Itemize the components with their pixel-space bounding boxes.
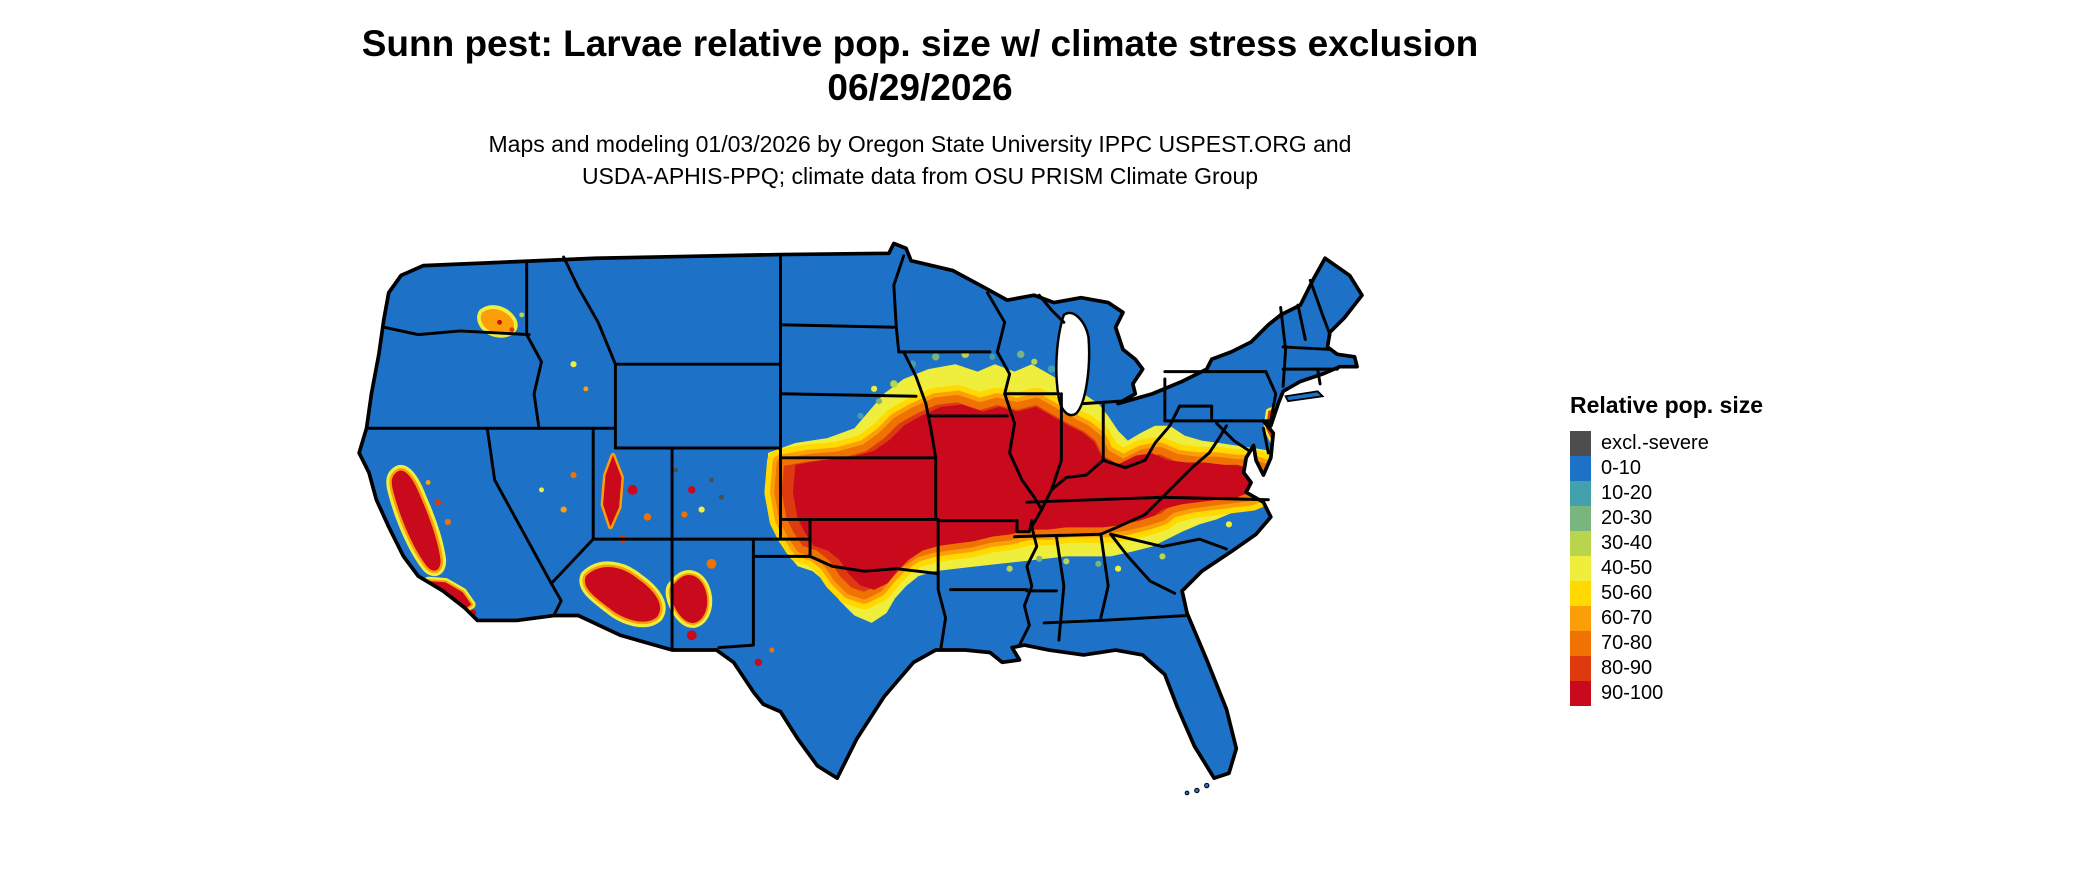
hotspot-washington bbox=[477, 305, 525, 338]
legend-label: 50-60 bbox=[1601, 582, 1653, 604]
legend-label: 30-40 bbox=[1601, 532, 1653, 554]
legend-swatch bbox=[1570, 456, 1591, 481]
legend-row: 40-50 bbox=[1570, 556, 1810, 581]
legend-label: 90-100 bbox=[1601, 682, 1664, 704]
legend-swatch bbox=[1570, 431, 1591, 456]
header: Sunn pest: Larvae relative pop. size w/ … bbox=[0, 22, 1840, 110]
hotspot-central-valley bbox=[386, 465, 451, 577]
legend-entries: excl.-severe 0-10 10-20 20-30 30-40 40-50 50-6… bbox=[1570, 431, 1810, 706]
legend-swatch bbox=[1570, 656, 1591, 681]
legend-label: 80-90 bbox=[1601, 657, 1653, 679]
legend-row: 80-90 bbox=[1570, 656, 1810, 681]
us-outline bbox=[357, 241, 1364, 780]
map-title: Sunn pest: Larvae relative pop. size w/ … bbox=[361, 23, 1479, 64]
legend-row: 0-10 bbox=[1570, 456, 1810, 481]
state-borders bbox=[365, 253, 1339, 652]
long-island bbox=[1284, 390, 1325, 403]
core-90-100 bbox=[792, 404, 1259, 590]
legend-label: excl.-severe bbox=[1601, 432, 1709, 454]
legend-label: 60-70 bbox=[1601, 607, 1653, 629]
florida-keys bbox=[1184, 782, 1210, 796]
us-map bbox=[357, 241, 1364, 796]
lake-michigan bbox=[1055, 311, 1091, 417]
legend-swatch bbox=[1570, 631, 1591, 656]
legend-row: 70-80 bbox=[1570, 631, 1810, 656]
legend-swatch bbox=[1570, 606, 1591, 631]
legend-swatch bbox=[1570, 556, 1591, 581]
legend-row: excl.-severe bbox=[1570, 431, 1810, 456]
legend-row: 20-30 bbox=[1570, 506, 1810, 531]
legend-swatch bbox=[1570, 481, 1591, 506]
legend-label: 20-30 bbox=[1601, 507, 1653, 529]
legend-swatch bbox=[1570, 581, 1591, 606]
legend-swatch bbox=[1570, 506, 1591, 531]
map-container bbox=[300, 216, 1532, 882]
hotspot-great-basin bbox=[539, 361, 724, 543]
legend-row: 10-20 bbox=[1570, 481, 1810, 506]
legend-row: 30-40 bbox=[1570, 531, 1810, 556]
legend-label: 70-80 bbox=[1601, 632, 1653, 654]
legend-label: 0-10 bbox=[1601, 457, 1642, 479]
hotspot-arizona bbox=[579, 561, 666, 628]
subtitle-line-2: USDA-APHIS-PPQ; climate data from OSU PR… bbox=[581, 163, 1259, 189]
legend-label: 10-20 bbox=[1601, 482, 1653, 504]
legend-row: 50-60 bbox=[1570, 581, 1810, 606]
legend: Relative pop. size excl.-severe 0-10 10-20… bbox=[1570, 392, 1810, 706]
legend-label: 40-50 bbox=[1601, 557, 1653, 579]
legend-row: 60-70 bbox=[1570, 606, 1810, 631]
map-date: 06/29/2026 bbox=[827, 67, 1013, 108]
legend-row: 90-100 bbox=[1570, 681, 1810, 706]
legend-swatch bbox=[1570, 531, 1591, 556]
map-subtitle: Maps and modeling 01/03/2026 by Oregon S… bbox=[0, 128, 1840, 192]
legend-swatch bbox=[1570, 681, 1591, 706]
subtitle-line-1: Maps and modeling 01/03/2026 by Oregon S… bbox=[488, 131, 1352, 157]
legend-title: Relative pop. size bbox=[1570, 392, 1764, 418]
